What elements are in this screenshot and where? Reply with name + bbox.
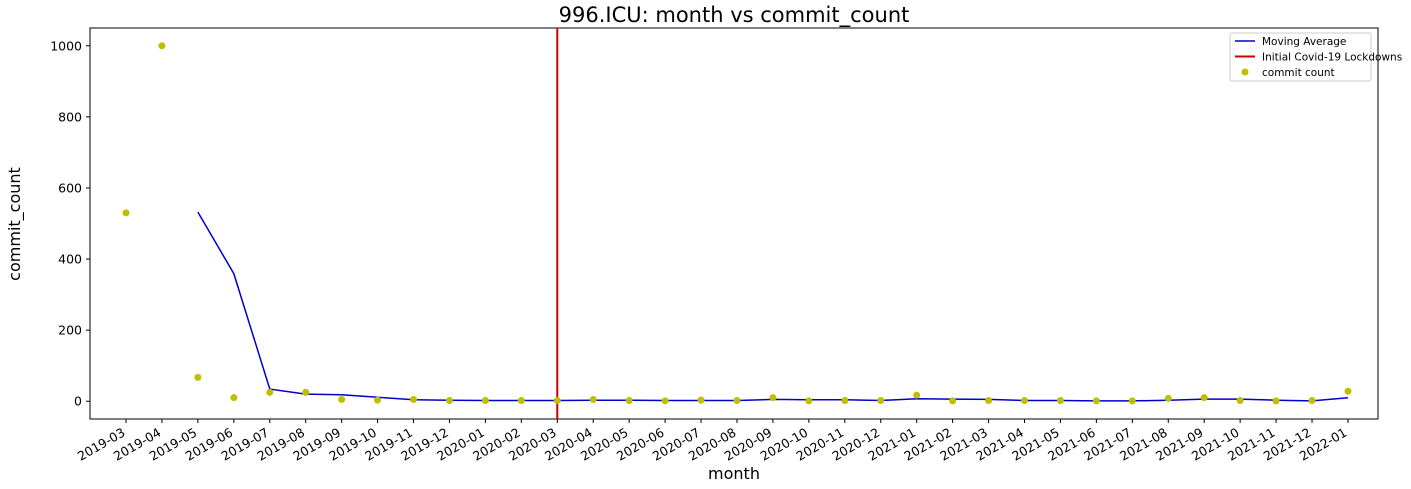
commit-count-point	[1056, 397, 1064, 405]
y-tick-label: 800	[58, 109, 82, 124]
legend-label: Moving Average	[1262, 36, 1346, 48]
commit-count-point	[266, 388, 274, 396]
commit-count-point	[913, 391, 921, 399]
commit-count-point	[1200, 394, 1208, 402]
commit-count-point	[194, 373, 202, 381]
commit-count-point	[1092, 397, 1100, 405]
commit-count-point	[769, 394, 777, 402]
commit-count-point	[1164, 394, 1172, 402]
y-axis-label: commit_count	[5, 167, 25, 281]
commit-count-point	[122, 209, 130, 217]
commit-count-point	[338, 395, 346, 403]
legend-label: Initial Covid-19 Lockdowns	[1262, 51, 1402, 63]
commit-count-point	[1344, 387, 1352, 395]
moving-average-line	[197, 211, 1349, 402]
commit-count-point	[1128, 397, 1136, 405]
plot-area: 020040060080010002019-032019-042019-0520…	[50, 27, 1379, 464]
commit-count-point	[158, 42, 166, 50]
commit-count-point	[517, 397, 525, 405]
commit-count-point	[410, 395, 418, 403]
commit-count-point	[985, 397, 993, 405]
y-tick-label: 400	[58, 252, 82, 267]
commit-count-point	[1021, 397, 1028, 405]
commit-count-point	[1272, 397, 1280, 405]
x-axis-label: month	[708, 464, 760, 483]
commit-count-point	[302, 388, 310, 396]
plot-frame	[89, 27, 1379, 420]
legend: Moving Average Initial Covid-19 Lockdowns…	[1229, 32, 1402, 82]
y-tick-label: 0	[74, 394, 82, 409]
commit-count-point	[553, 397, 561, 405]
commit-count-point	[481, 397, 489, 405]
commit-count-point	[625, 397, 633, 405]
commit-count-point	[589, 395, 597, 403]
commit-count-point	[697, 396, 705, 404]
legend-swatch	[1241, 68, 1249, 76]
commit-count-point	[949, 397, 957, 405]
y-tick-label: 600	[58, 180, 82, 195]
y-tick-label: 1000	[50, 38, 82, 53]
commit-count-point	[841, 397, 849, 405]
legend-label: commit count	[1262, 67, 1335, 79]
commit-count-point	[661, 397, 669, 405]
commit-count-point	[230, 394, 238, 402]
commit-count-point	[1308, 397, 1316, 405]
commit-count-point	[445, 397, 453, 405]
commit-count-point	[877, 397, 885, 405]
legend-box	[1229, 32, 1372, 82]
commit-count-point	[733, 397, 741, 405]
y-tick-label: 200	[58, 323, 82, 338]
commit-count-point	[1236, 397, 1244, 405]
commit-count-point	[374, 396, 382, 404]
chart-title: 996.ICU: month vs commit_count	[559, 3, 910, 28]
commit-count-point	[805, 397, 813, 405]
